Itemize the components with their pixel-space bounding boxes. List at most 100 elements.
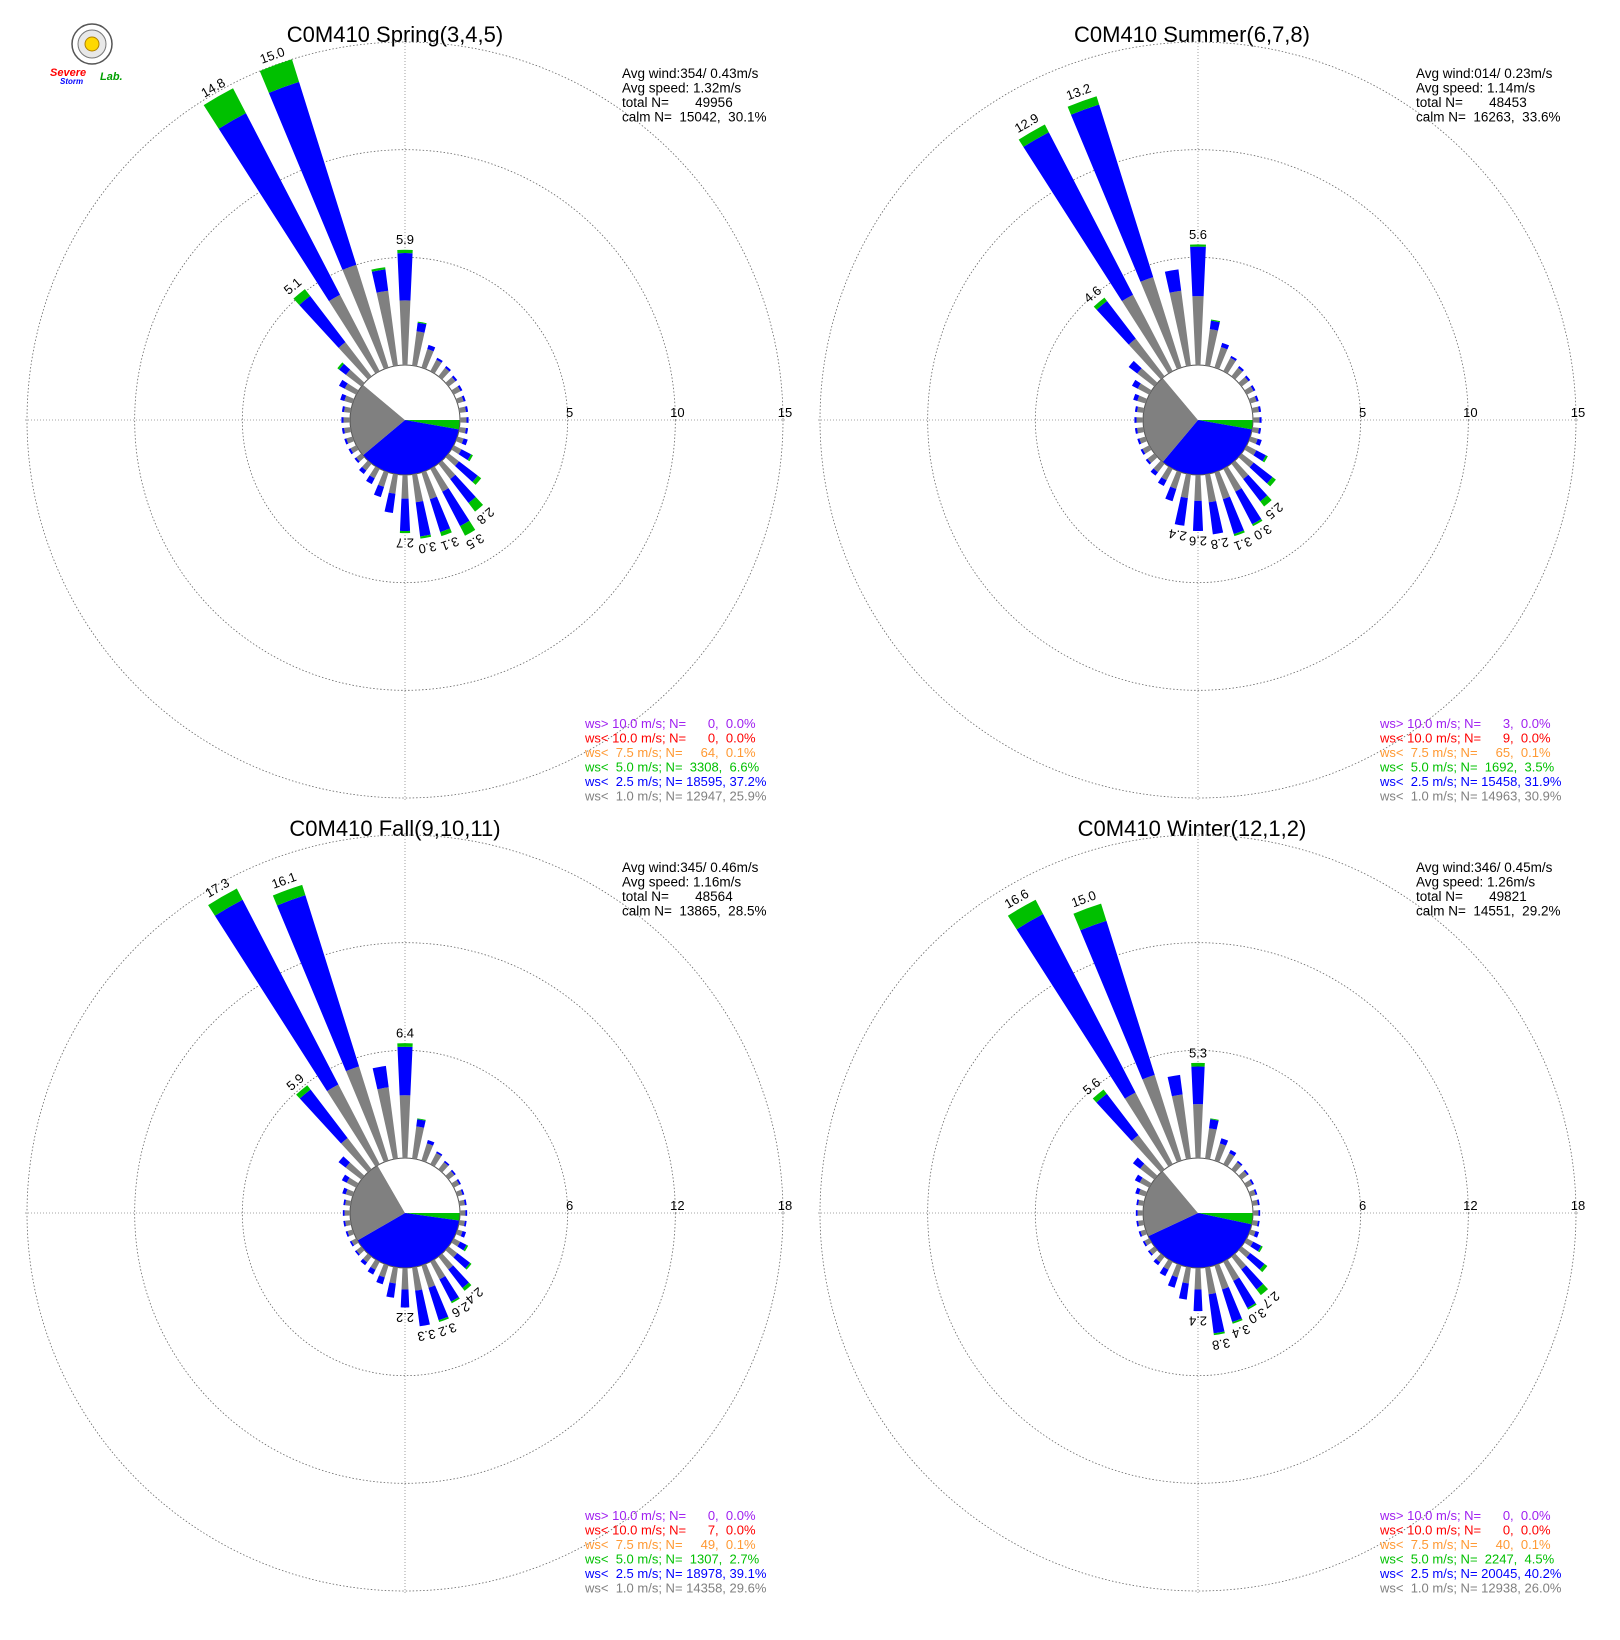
calm-sector [350, 1165, 405, 1241]
bar-segment-lt2_5 [416, 1119, 426, 1128]
windrose-panel-winter: C0M410 Winter(12,1,2)6 12 185.32.73.03.43.… [818, 816, 1585, 1596]
bar-segment-lt2_5 [454, 461, 478, 483]
logo-text-storm: Storm [60, 77, 83, 86]
bar-segment-lt2_5 [1219, 1138, 1229, 1146]
bar-value-label: 2.4 [1168, 526, 1188, 544]
bar-segment-lt1 [412, 1126, 425, 1160]
bar-segment-lt2_5 [428, 1285, 449, 1321]
legend-entry-lt1: ws< 1.0 m/s; N= 12947, 25.9% [584, 789, 767, 804]
bar-value-label: 3.3 [416, 1326, 436, 1344]
bar-segment-lt1 [445, 453, 459, 466]
legend-entry-gt10: ws> 10.0 m/s; N= 3, 0.0% [1379, 716, 1551, 731]
bar-segment-lt1 [350, 445, 359, 454]
windrose-panel-fall: C0M410 Fall(9,10,11)6 12 186.42.42.63.23.3… [25, 816, 792, 1596]
legend-entry-lt7_5: ws< 7.5 m/s; N= 40, 0.1% [1379, 1537, 1551, 1552]
bar-value-label: 2.7 [396, 536, 414, 551]
bar-segment-lt2_5 [466, 417, 469, 423]
bar-value-label: 5.6 [1189, 227, 1207, 242]
bar-segment-lt2_5 [1135, 1210, 1138, 1216]
calm-sector [405, 420, 460, 430]
bar-segment-lt2_5 [343, 1220, 347, 1227]
bar-segment-lt1 [1248, 436, 1258, 445]
bar-segment-lt1 [1231, 460, 1249, 480]
bar-segment-lt1 [1251, 1199, 1258, 1206]
bar-segment-lt2_5 [1209, 1119, 1219, 1130]
bar-segment-lt2_5 [399, 498, 411, 531]
bar-segment-lt1 [1131, 1135, 1165, 1173]
bar-segment-lt2_5 [427, 344, 436, 352]
bar-segment-lt2_5 [338, 379, 348, 389]
bar-segment-lt2_5 [1257, 406, 1262, 413]
ring-tick-label: 5 [566, 405, 573, 420]
bar-value-label: 2.4 [1189, 1314, 1207, 1329]
bar-segment-lt1 [1223, 1153, 1235, 1167]
bar-segment-lt5 [1260, 495, 1272, 507]
calm-sector [1198, 365, 1253, 420]
bar-segment-lt2_5 [367, 1266, 376, 1275]
bar-segment-lt1 [1223, 1259, 1240, 1281]
grid-ring [819, 41, 1577, 799]
bar-segment-lt2_5 [359, 466, 367, 474]
calm-sector [1198, 1213, 1253, 1225]
grid-ring [26, 41, 784, 799]
bar-segment-lt1 [430, 359, 442, 374]
bar-segment-lt5 [1210, 1118, 1219, 1121]
bar-segment-lt1 [1205, 1266, 1216, 1295]
bar-segment-lt1 [378, 470, 389, 487]
bar-segment-lt5 [293, 289, 311, 306]
bar-segment-lt2_5 [415, 500, 431, 537]
bar-segment-lt2_5 [1255, 438, 1262, 446]
bar-value-label: 2.2 [396, 1310, 414, 1325]
bar-segment-lt2_5 [354, 457, 360, 464]
bar-segment-lt1 [1137, 395, 1148, 404]
bar-segment-lt1 [399, 300, 411, 366]
bar-segment-lt2_5 [460, 1189, 465, 1195]
bar-segment-lt1 [455, 1229, 463, 1237]
legend-entry-lt7_5: ws< 7.5 m/s; N= 64, 0.1% [584, 745, 756, 760]
bar-segment-lt1 [344, 406, 352, 413]
bar-segment-lt2_5 [450, 474, 476, 504]
bar-segment-lt2_5 [1193, 1289, 1203, 1312]
bar-segment-lt2_5 [1246, 1252, 1265, 1270]
bar-segment-lt1 [1223, 357, 1236, 374]
stat-avg-wind: Avg wind:354/ 0.43m/s [622, 66, 759, 81]
ring-tick-label: 18 [1571, 1198, 1585, 1213]
bar-segment-lt1 [1244, 1238, 1254, 1247]
bar-segment-lt2_5 [1167, 1074, 1183, 1097]
bar-segment-lt2_5 [345, 1231, 350, 1237]
bar-segment-lt1 [438, 460, 456, 480]
bar-segment-lt1 [346, 1177, 359, 1188]
bar-segment-lt2_5 [1134, 1174, 1143, 1183]
bar-segment-lt1 [1153, 460, 1165, 473]
bar-segment-lt5 [460, 520, 476, 536]
bar-segment-lt1 [345, 369, 365, 387]
bar-segment-lt1 [1214, 1263, 1229, 1290]
windrose-panel-summer: C0M410 Summer(6,7,8)5 10 155.62.53.03.12.8… [818, 22, 1585, 804]
bar-segment-lt1 [1137, 427, 1145, 434]
bar-segment-lt2_5 [457, 1241, 467, 1251]
bar-segment-lt1 [377, 1087, 398, 1160]
grid-ring [927, 149, 1469, 691]
bar-segment-lt5 [417, 321, 427, 325]
bar-segment-lt2_5 [338, 1156, 350, 1168]
bar-segment-lt2_5 [1237, 366, 1244, 372]
bar-segment-lt1 [327, 1084, 380, 1167]
bar-segment-lt1 [1142, 1074, 1182, 1163]
bar-segment-lt2_5 [349, 1240, 355, 1247]
bar-segment-lt1 [344, 383, 359, 395]
bar-segment-lt2_5 [400, 1289, 410, 1308]
bar-segment-lt2_5 [1136, 1220, 1140, 1227]
bar-value-label: 3.8 [1211, 1335, 1231, 1353]
bar-segment-lt1 [1137, 368, 1158, 387]
bar-value-label: 3.1 [1232, 534, 1254, 554]
bar-segment-lt1 [1251, 1220, 1258, 1227]
bar-segment-lt1 [1252, 417, 1260, 423]
bar-segment-lt2_5 [1208, 1292, 1225, 1334]
bar-segment-lt1 [1140, 277, 1182, 370]
bar-value-label: 3.4 [1230, 1321, 1252, 1341]
bar-segment-lt1 [430, 1153, 442, 1167]
ring-tick-label: 6 [566, 1198, 573, 1213]
bar-segment-lt2_5 [348, 448, 354, 455]
bar-segment-lt2_5 [1190, 246, 1206, 297]
stat-avg-speed: Avg speed: 1.16m/s [622, 875, 741, 890]
